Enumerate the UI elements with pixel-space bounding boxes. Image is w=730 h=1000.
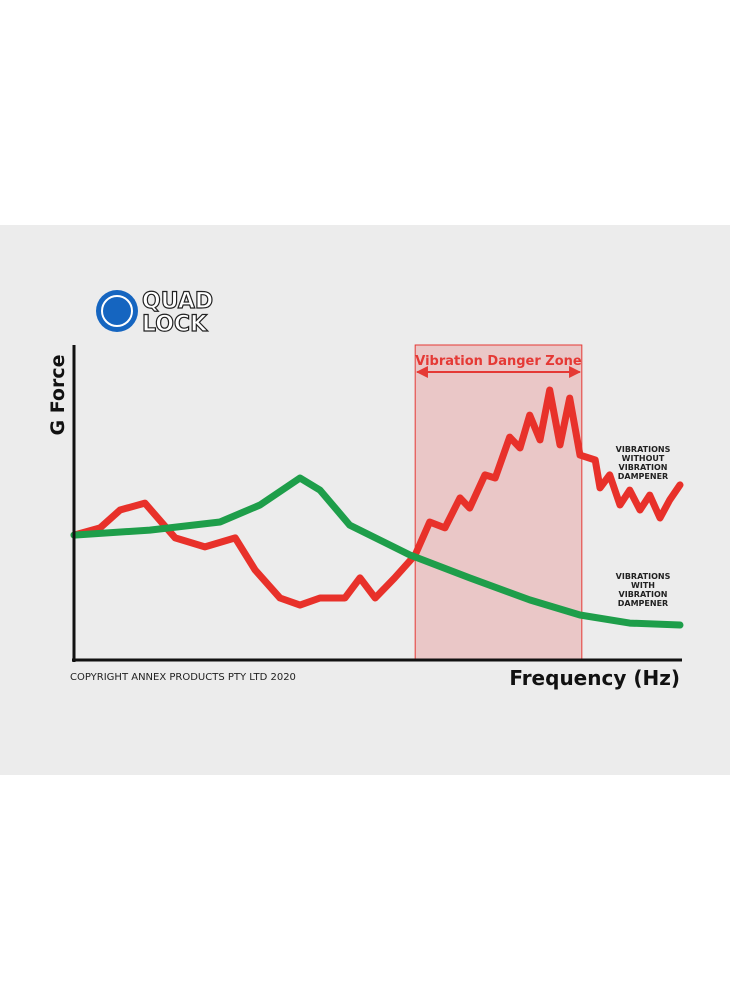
legend-label: VIBRATIONS WITH VIBRATION DAMPENER (615, 572, 671, 608)
legend-entry: VIBRATIONS WITHOUT VIBRATION DAMPENER (615, 445, 671, 481)
plot: Vibration Danger Zone VIBRATIONS WITHOUT … (70, 344, 684, 661)
logo: QUAD LOCK (96, 288, 214, 338)
y-axis-label: G Force (47, 355, 69, 436)
logo-inner (101, 295, 133, 327)
danger-zone (414, 344, 583, 661)
series-line (70, 474, 684, 629)
danger-zone-label: Vibration Danger Zone (415, 354, 582, 369)
legend-entry: VIBRATIONS WITH VIBRATION DAMPENER (615, 572, 671, 608)
legend-label: VIBRATIONS WITHOUT VIBRATION DAMPENER (615, 445, 671, 481)
series-line (70, 386, 684, 609)
logo-text: LOCK (142, 312, 208, 337)
x-axis-label: Frequency (Hz) (509, 666, 680, 690)
copyright: COPYRIGHT ANNEX PRODUCTS PTY LTD 2020 (70, 672, 296, 683)
logo-text: QUAD (142, 289, 213, 314)
